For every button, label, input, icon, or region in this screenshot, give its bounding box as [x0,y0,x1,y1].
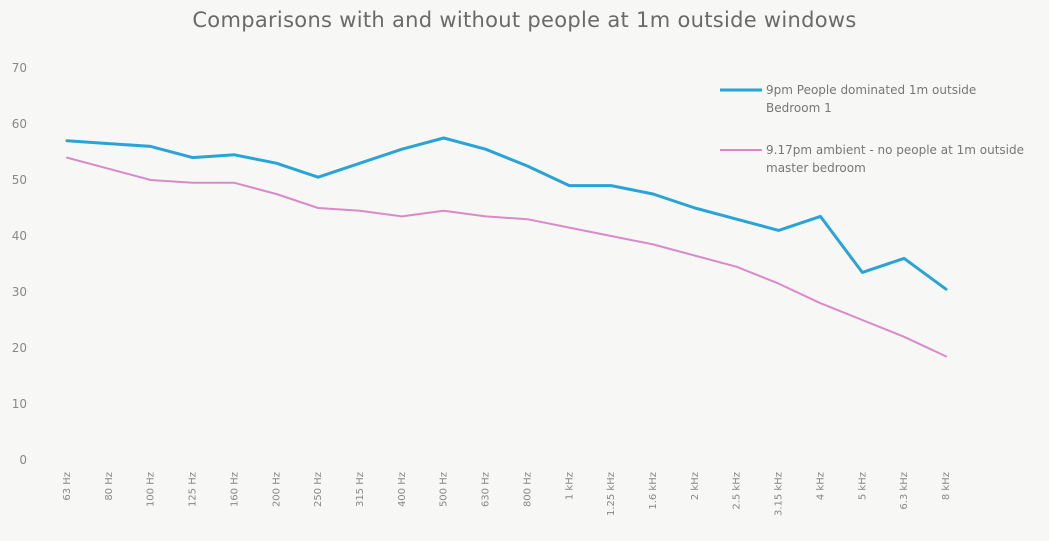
x-tick-label: 400 Hz [397,472,408,507]
chart-title: Comparisons with and without people at 1… [192,8,857,32]
x-tick-label: 630 Hz [481,472,492,507]
legend-label: master bedroom [766,161,866,175]
x-tick-label: 2 kHz [690,472,701,500]
legend-label: Bedroom 1 [766,101,832,115]
x-tick-label: 315 Hz [355,472,366,507]
x-tick-label: 200 Hz [271,472,282,507]
x-tick-label: 5 kHz [857,472,868,500]
series-line [65,136,948,291]
y-tick-label: 70 [12,61,27,75]
x-tick-label: 1 kHz [564,472,575,500]
x-tick-label: 250 Hz [313,472,324,507]
x-tick-label: 1.25 kHz [606,472,617,516]
y-tick-label: 10 [12,397,27,411]
x-tick-label: 6.3 kHz [899,472,910,510]
legend-label: 9.17pm ambient - no people at 1m outside [766,143,1024,157]
legend-label: 9pm People dominated 1m outside [766,83,976,97]
x-tick-label: 8 kHz [941,472,952,500]
x-tick-label: 100 Hz [146,472,157,507]
y-tick-label: 40 [12,229,27,243]
x-tick-label: 160 Hz [229,472,240,507]
y-tick-label: 0 [19,453,27,467]
y-tick-label: 30 [12,285,27,299]
y-tick-label: 50 [12,173,27,187]
y-tick-label: 20 [12,341,27,355]
x-tick-label: 80 Hz [104,472,115,501]
x-tick-label: 800 Hz [522,472,533,507]
y-tick-label: 60 [12,117,27,131]
x-tick-label: 2.5 kHz [732,472,743,510]
x-tick-label: 500 Hz [439,472,450,507]
series-line [66,156,947,358]
x-tick-label: 4 kHz [815,472,826,500]
x-tick-label: 125 Hz [188,472,199,507]
x-tick-label: 63 Hz [62,472,73,501]
x-tick-label: 1.6 kHz [648,472,659,510]
x-tick-label: 3.15 kHz [774,472,785,516]
